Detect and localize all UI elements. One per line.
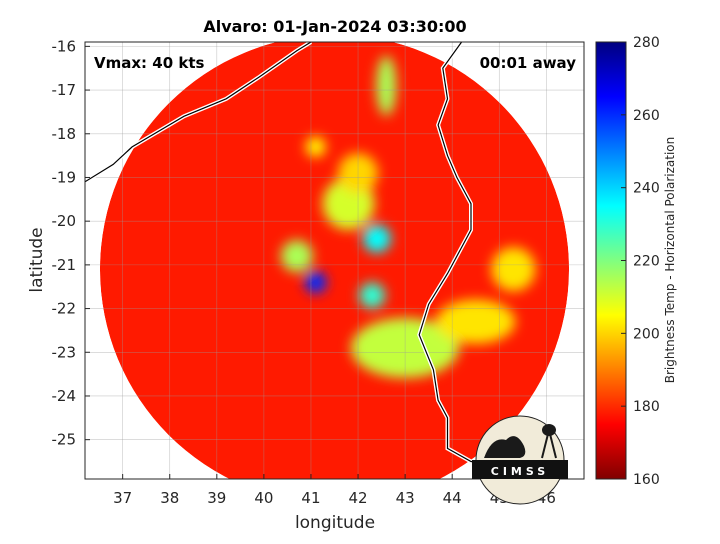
y-tick-label: -24 [52, 387, 77, 405]
y-tick-label: -16 [52, 37, 77, 55]
feature-band-east-2 [359, 282, 386, 309]
y-tick-label: -17 [52, 81, 77, 99]
y-tick-label: -25 [52, 431, 77, 449]
feature-northern-streak [376, 55, 397, 116]
colorbar-tick-label: 220 [633, 254, 660, 270]
x-tick-label: 43 [396, 489, 415, 507]
y-tick-label: -18 [52, 125, 77, 143]
grid-lines [85, 42, 584, 479]
colorbar-label: Brightness Temp - Horizontal Polarizatio… [663, 137, 677, 384]
feature-rainband-east [436, 299, 516, 344]
x-tick-label: 40 [254, 489, 273, 507]
colorbar-tick-label: 160 [633, 472, 660, 488]
x-axis-label: longitude [295, 513, 375, 533]
chart-title: Alvaro: 01-Jan-2024 03:30:00 [203, 17, 466, 36]
x-tick-label: 42 [348, 489, 367, 507]
y-tick-label: -20 [52, 212, 77, 230]
feature-cell-north [305, 136, 326, 157]
x-tick-label: 39 [207, 489, 226, 507]
feature-cell-east [491, 247, 536, 292]
logo-text: CIMSS [491, 465, 549, 478]
colorbar-ticks: 280 260 240 220 200 180 160 [621, 35, 660, 488]
vmax-annotation: Vmax: 40 kts [94, 54, 204, 72]
y-axis-ticks: -16 -17 -18 -19 -20 -21 -22 -23 -24 -25 [52, 37, 90, 449]
x-tick-label: 44 [443, 489, 462, 507]
feature-core [304, 271, 327, 294]
x-axis-ticks: 37383940414243444546 [113, 474, 556, 507]
coastline-madagascar [418, 42, 509, 467]
colorbar-tick-label: 280 [633, 35, 660, 51]
cimss-logo: CIMSS [472, 415, 568, 505]
x-tick-label: 37 [113, 489, 132, 507]
colorbar-tick-label: 180 [633, 399, 660, 415]
feature-eye-ring-west [280, 240, 313, 273]
time-offset-annotation: 00:01 away [480, 54, 577, 72]
y-tick-label: -19 [52, 168, 77, 186]
y-tick-label: -21 [52, 256, 77, 274]
y-tick-label: -23 [52, 343, 77, 361]
microwave-swath [99, 42, 570, 479]
colorbar-tick-label: 240 [633, 181, 660, 197]
plot-frame [84, 41, 585, 480]
colorbar-tick-label: 200 [633, 326, 660, 342]
coastline-mainland [85, 42, 312, 183]
x-tick-label: 41 [301, 489, 320, 507]
feature-band-east-1 [362, 224, 391, 253]
x-tick-label: 38 [160, 489, 179, 507]
swath-background [99, 42, 570, 479]
y-tick-label: -22 [52, 300, 77, 318]
y-axis-label: latitude [27, 227, 47, 292]
colorbar-tick-label: 260 [633, 108, 660, 124]
